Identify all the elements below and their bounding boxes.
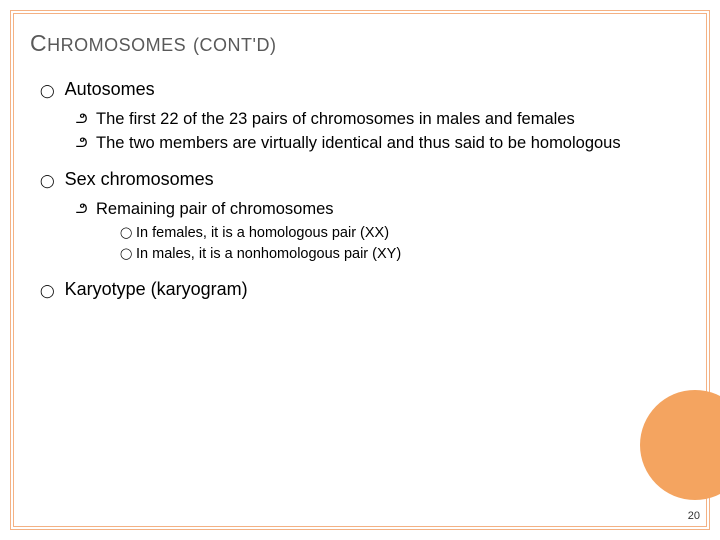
slide-title: CHROMOSOMES (CONT'D) bbox=[30, 30, 690, 57]
script-bullet-icon: ౨ bbox=[76, 133, 88, 153]
list-item-label: Autosomes bbox=[65, 79, 155, 100]
ring-bullet-icon: ◯ bbox=[40, 80, 55, 102]
list-item: ◯ Karyotype (karyogram) bbox=[40, 279, 690, 302]
title-cont: CONT bbox=[200, 35, 253, 55]
list-item-label: Karyotype (karyogram) bbox=[65, 279, 248, 300]
page-number: 20 bbox=[688, 510, 700, 522]
subsublist-item: ◯ In males, it is a nonhomologous pair (… bbox=[120, 245, 690, 265]
subsublist-text: In males, it is a nonhomologous pair (XY… bbox=[136, 246, 401, 262]
script-bullet-icon: ౨ bbox=[76, 109, 88, 129]
title-cap-1: C bbox=[30, 30, 47, 56]
script-bullet-icon: ౨ bbox=[76, 199, 88, 219]
list-item: ◯ Autosomes bbox=[40, 79, 690, 102]
sublist-text: Remaining pair of chromosomes bbox=[96, 200, 334, 218]
ring-bullet-icon: ◯ bbox=[40, 280, 55, 302]
slide-content: CHROMOSOMES (CONT'D) ◯ Autosomes ౨ The f… bbox=[30, 30, 690, 308]
list-item-label: Sex chromosomes bbox=[65, 169, 214, 190]
subsublist: ◯ In females, it is a homologous pair (X… bbox=[30, 224, 690, 265]
title-paren-close: ) bbox=[270, 35, 277, 55]
title-d: D bbox=[256, 35, 270, 55]
ring-bullet-icon: ◯ bbox=[120, 247, 132, 262]
sublist: ౨ The first 22 of the 23 pairs of chromo… bbox=[30, 108, 690, 155]
sublist-text: The first 22 of the 23 pairs of chromoso… bbox=[96, 110, 575, 128]
sublist: ౨ Remaining pair of chromosomes ◯ In fem… bbox=[30, 198, 690, 265]
sublist-text: The two members are virtually identical … bbox=[96, 134, 621, 152]
ring-bullet-icon: ◯ bbox=[120, 226, 132, 241]
sublist-item: ౨ Remaining pair of chromosomes bbox=[76, 198, 636, 220]
sublist-item: ౨ The two members are virtually identica… bbox=[76, 132, 636, 154]
ring-bullet-icon: ◯ bbox=[40, 170, 55, 192]
subsublist-text: In females, it is a homologous pair (XX) bbox=[136, 225, 389, 241]
list-item: ◯ Sex chromosomes bbox=[40, 169, 690, 192]
subsublist-item: ◯ In females, it is a homologous pair (X… bbox=[120, 224, 690, 244]
sublist-item: ౨ The first 22 of the 23 pairs of chromo… bbox=[76, 108, 636, 130]
title-rest-1: HROMOSOMES bbox=[47, 35, 186, 55]
